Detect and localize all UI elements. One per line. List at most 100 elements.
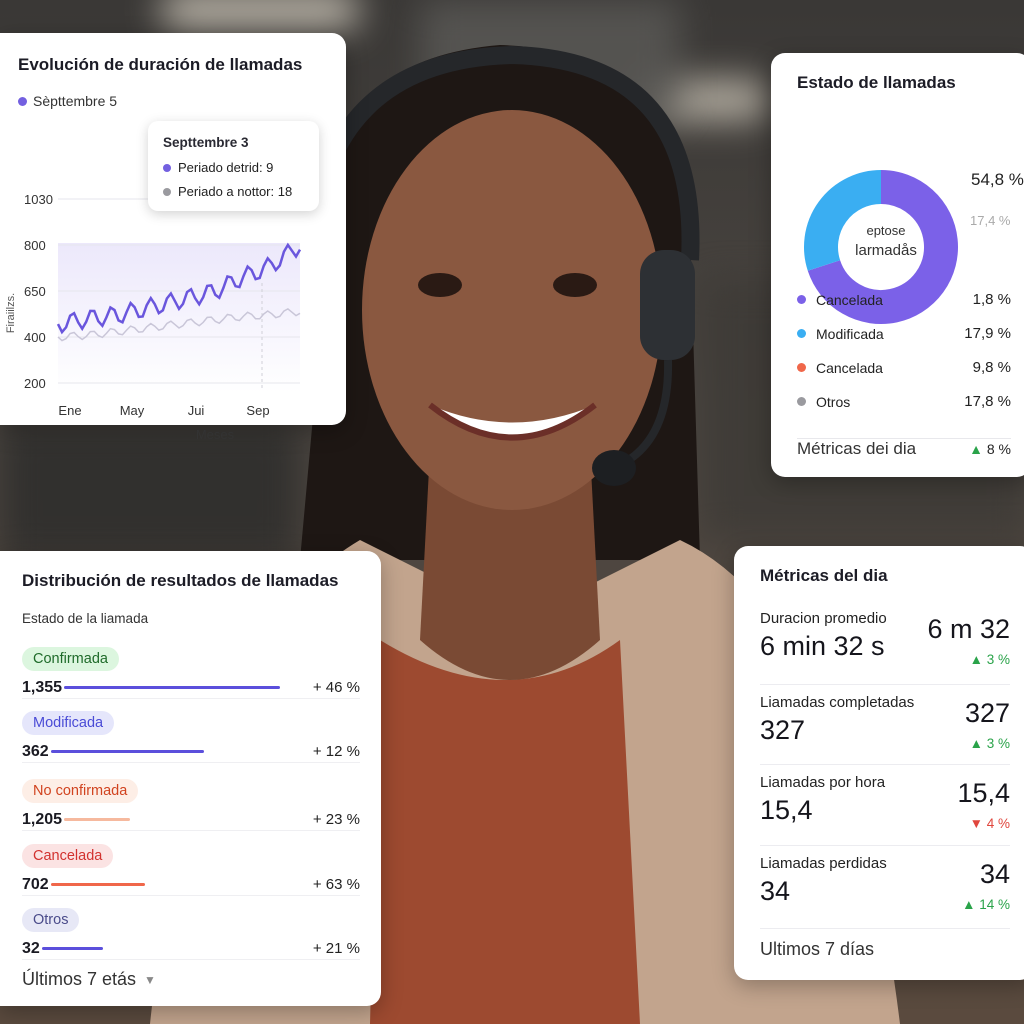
- result-change: + 12 %: [312, 743, 360, 760]
- result-bar: [50, 750, 204, 753]
- period-dropdown[interactable]: Últimos 7 etás ▼: [22, 969, 156, 990]
- y-axis-title: Firaiilzs.: [5, 293, 17, 333]
- y-tick-label: 400: [24, 330, 46, 345]
- y-tick-label: 650: [24, 284, 46, 299]
- metric-right-value: 6 m 32: [927, 614, 1010, 644]
- result-pill: Confirmada: [22, 647, 119, 671]
- x-tick-label: Ene: [58, 403, 81, 418]
- result-change: + 21 %: [312, 940, 360, 957]
- status-value: 1,8 %: [972, 291, 1011, 308]
- metric-value: 34: [760, 876, 791, 906]
- metrics-period-label: Ultimos 7 días: [760, 939, 875, 959]
- call-results-card: Distribución de resultados de llamadas E…: [0, 551, 381, 1006]
- card-title: Métricas del dia: [760, 566, 888, 585]
- donut-slice: [807, 170, 958, 324]
- series-line: [57, 307, 301, 342]
- footer-change: ▲ 8 %: [969, 441, 1011, 457]
- result-pill: No confirmada: [22, 779, 139, 803]
- result-line: 1,205 + 23 %: [22, 809, 360, 831]
- x-tick-label: Jui: [188, 403, 205, 418]
- result-pill: Otros: [22, 908, 80, 932]
- y-tick-label: 1030: [24, 192, 53, 207]
- metric-label: Liamadas perdidas: [760, 855, 887, 872]
- metric-change: ▲ 3 %: [970, 736, 1010, 751]
- result-bar: [64, 818, 131, 821]
- result-count: 702: [22, 875, 49, 893]
- metric-change-value: 4 %: [986, 816, 1010, 831]
- result-item: Modificada 362 + 12 %: [22, 711, 360, 763]
- donut-slice: [804, 170, 882, 271]
- status-label: Modificada: [816, 325, 884, 342]
- result-count: 1,205: [22, 810, 63, 828]
- result-item: No confirmada 1,205 + 23 %: [22, 779, 360, 831]
- result-bar: [50, 883, 145, 886]
- call-duration-chart-card: Evolución de duración de llamadas Sèptte…: [0, 33, 346, 442]
- result-line: 32 + 21 %: [22, 938, 360, 960]
- tooltip-row: Periado a nottor: 18: [163, 184, 304, 199]
- card-title: Estado de llamadas: [797, 73, 956, 92]
- tooltip-row-label: Periado detrid: 9: [178, 160, 274, 175]
- y-tick-label: 200: [24, 376, 46, 391]
- metric-divider: [760, 684, 1010, 685]
- card-subtitle: Estado de la liamada: [22, 611, 149, 626]
- result-line: 702 + 63 %: [22, 874, 360, 896]
- donut-chart: [804, 170, 958, 324]
- up-arrow-icon: ▲: [969, 652, 987, 667]
- series-line: [56, 242, 302, 335]
- result-line: 1,355 + 46 %: [22, 677, 360, 699]
- donut-center-label: eptose larmadås: [831, 223, 941, 259]
- result-count: 1,355: [22, 678, 63, 696]
- result-count: 32: [22, 939, 40, 957]
- result-change: + 23 %: [312, 811, 360, 828]
- tooltip-row-label: Periado a nottor: 18: [178, 184, 293, 199]
- metric-row: Liamadas perdidas 34 34 ▲ 14 %: [760, 855, 1010, 912]
- donut-footer: Métricas dei dia ▲ 8 %: [797, 438, 1011, 459]
- up-arrow-icon: ▲: [969, 441, 987, 457]
- metric-label: Duracion promedio: [760, 610, 887, 627]
- result-pill: Modificada: [22, 711, 115, 735]
- up-arrow-icon: ▲: [969, 736, 987, 751]
- result-change: + 63 %: [312, 876, 360, 893]
- status-row: Modificada 17,9 %: [797, 325, 1011, 342]
- legend-label: Sèpttembre 5: [33, 93, 118, 109]
- result-pill: Cancelada: [22, 844, 114, 868]
- daily-metrics-card: Métricas del dia Duracion promedio 6 min …: [734, 546, 1024, 980]
- chart-legend: Sèpttembre 5: [18, 93, 328, 109]
- metric-change-value: 3 %: [986, 652, 1010, 667]
- metric-divider: [760, 764, 1010, 765]
- result-line: 362 + 12 %: [22, 741, 360, 763]
- metric-right-value: 15,4: [957, 778, 1010, 808]
- metric-divider: [760, 845, 1010, 846]
- status-value: 9,8 %: [972, 359, 1011, 376]
- donut-main-percent: 54,8 %: [971, 170, 1024, 189]
- metric-right-value: 327: [964, 698, 1010, 728]
- metric-change: ▲ 14 %: [962, 897, 1010, 912]
- y-tick-label: 800: [24, 238, 46, 253]
- status-value: 17,8 %: [964, 393, 1011, 410]
- card-title: Evolución de duración de llamadas: [18, 55, 303, 74]
- status-dot-icon: [797, 329, 806, 338]
- donut-center-line1: eptose: [866, 223, 906, 238]
- status-dot-icon: [797, 295, 806, 304]
- metric-right-value: 34: [979, 859, 1010, 889]
- metric-value: 327: [760, 715, 806, 745]
- status-label: Cancelada: [816, 359, 883, 376]
- call-status-card: Estado de llamadas eptose larmadås Cance…: [771, 53, 1024, 477]
- result-item: Otros 32 + 21 %: [22, 908, 360, 960]
- x-tick-label: Sep: [246, 403, 269, 418]
- metric-change: ▼ 4 %: [970, 816, 1010, 831]
- metric-label: Liamadas completadas: [760, 694, 915, 711]
- up-arrow-icon: ▲: [962, 897, 980, 912]
- tooltip-title: Septtembre 3: [163, 135, 249, 150]
- metric-divider: [760, 928, 1010, 929]
- status-dot-icon: [797, 363, 806, 372]
- status-dot-icon: [797, 397, 806, 406]
- card-title: Distribución de resultados de llamadas: [22, 571, 339, 590]
- x-axis-title: Meses: [196, 427, 235, 442]
- result-bar: [64, 686, 281, 689]
- metric-row: Duracion promedio 6 min 32 s 6 m 32 ▲ 3 %: [760, 610, 1010, 667]
- status-row: Cancelada 1,8 %: [797, 291, 1011, 308]
- down-arrow-icon: ▼: [969, 816, 987, 831]
- chevron-down-icon: ▼: [144, 972, 156, 987]
